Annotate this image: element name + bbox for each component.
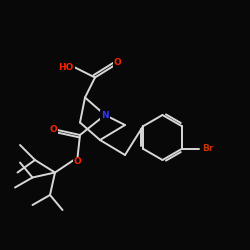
Text: N: N [101, 110, 109, 120]
Text: O: O [74, 158, 82, 166]
Text: O: O [50, 126, 58, 134]
Text: HO: HO [58, 63, 74, 72]
Text: O: O [114, 58, 121, 67]
Text: Br: Br [202, 144, 214, 153]
